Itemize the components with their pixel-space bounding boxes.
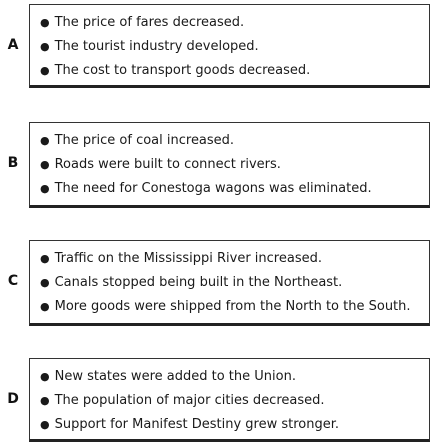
option-c-bullets: ● Traffic on the Mississippi River increa… <box>30 241 429 319</box>
option-a-bullets: ● The price of fares decreased. ● The tour… <box>30 5 429 83</box>
bullet-dot-icon: ● <box>40 394 50 407</box>
option-a-bullet-2: ● The tourist industry developed. <box>40 35 429 59</box>
option-a-box[interactable]: ● The price of fares decreased. ● The tour… <box>29 4 430 88</box>
option-letter-c: C <box>7 273 19 289</box>
option-b-box[interactable]: ● The price of coal increased. ● Roads wer… <box>29 122 430 208</box>
option-c-bullet-1: ● Traffic on the Mississippi River increa… <box>40 247 429 271</box>
bullet-dot-icon: ● <box>40 16 50 29</box>
bullet-dot-icon: ● <box>40 134 50 147</box>
option-c-bullet-2: ● Canals stopped being built in the North… <box>40 271 429 295</box>
bullet-dot-icon: ● <box>40 300 50 313</box>
bullet-dot-icon: ● <box>40 370 50 383</box>
option-letter-a: A <box>7 37 19 53</box>
option-d-box[interactable]: ● New states were added to the Union. ● Th… <box>29 358 430 442</box>
option-letter-d: D <box>7 391 19 407</box>
option-b-bullet-3: ● The need for Conestoga wagons was elimi… <box>40 177 429 201</box>
option-b-bullet-2: ● Roads were built to connect rivers. <box>40 153 429 177</box>
bullet-dot-icon: ● <box>40 418 50 431</box>
option-b-bullet-1: ● The price of coal increased. <box>40 129 429 153</box>
option-a-bullet-3: ● The cost to transport goods decreased. <box>40 59 429 83</box>
option-d-bullet-1: ● New states were added to the Union. <box>40 365 429 389</box>
option-d-bullet-2: ● The population of major cities decrease… <box>40 389 429 413</box>
option-d-bullet-3: ● Support for Manifest Destiny grew stron… <box>40 413 429 437</box>
bullet-dot-icon: ● <box>40 64 50 77</box>
option-c-bullet-3: ● More goods were shipped from the North … <box>40 295 429 319</box>
option-b-bullets: ● The price of coal increased. ● Roads wer… <box>30 123 429 201</box>
bullet-dot-icon: ● <box>40 40 50 53</box>
bullet-dot-icon: ● <box>40 182 50 195</box>
bullet-dot-icon: ● <box>40 252 50 265</box>
option-d-bullets: ● New states were added to the Union. ● Th… <box>30 359 429 437</box>
bullet-dot-icon: ● <box>40 276 50 289</box>
option-letter-b: B <box>7 155 19 171</box>
option-a-bullet-1: ● The price of fares decreased. <box>40 11 429 35</box>
bullet-dot-icon: ● <box>40 158 50 171</box>
option-c-box[interactable]: ● Traffic on the Mississippi River increa… <box>29 240 430 326</box>
